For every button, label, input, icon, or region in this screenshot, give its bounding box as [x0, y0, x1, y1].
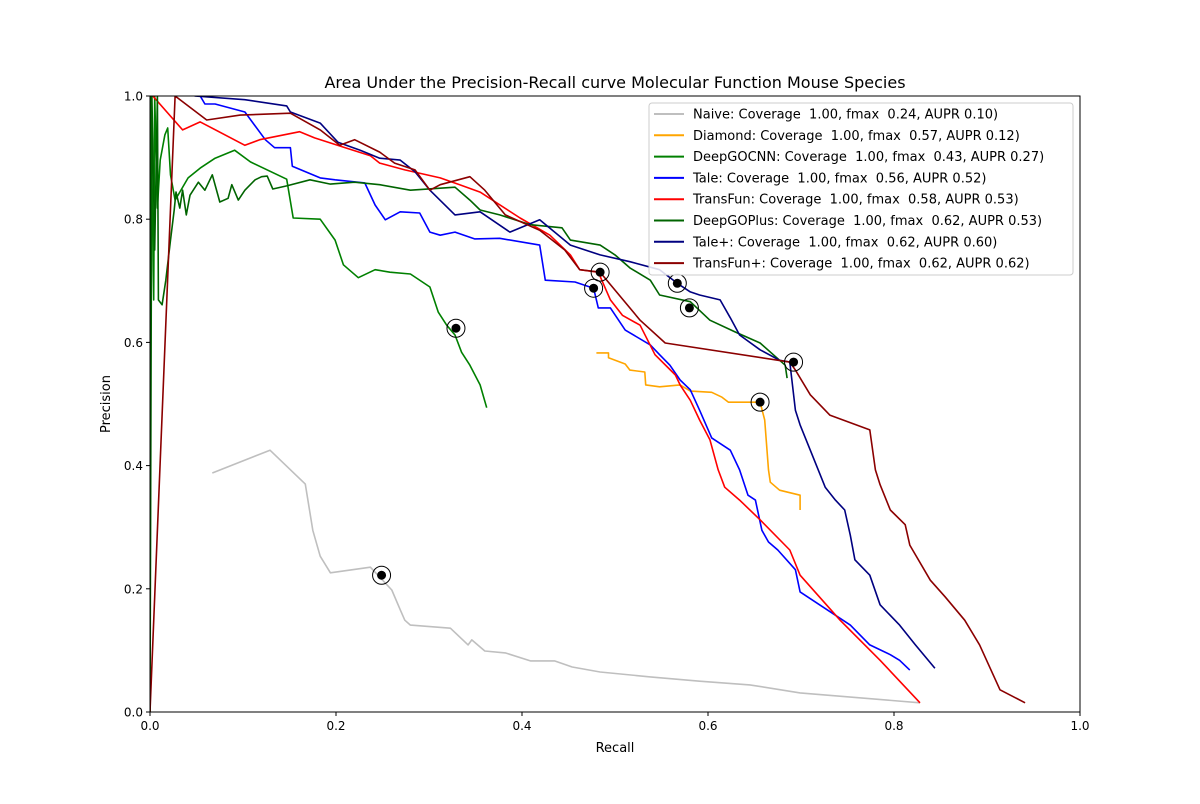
fmax-marker-2: [451, 323, 461, 333]
fmax-marker-ring-4: [590, 262, 610, 282]
fmax-marker-4: [595, 267, 605, 277]
axes-frame: [149, 95, 1081, 713]
fmax-marker-ring-2: [446, 318, 466, 338]
fmax-marker-ring-1: [750, 392, 770, 412]
legend-label-0: Naive: Coverage 1.00, fmax 0.24, AUPR 0.…: [693, 108, 998, 123]
y-tick-label: 1.0: [124, 90, 143, 104]
fmax-marker-5: [684, 303, 694, 313]
series-line-7: [150, 96, 1026, 712]
x-tick-label: 0.4: [512, 719, 531, 733]
x-tick-label: 0.6: [698, 719, 717, 733]
legend: Naive: Coverage 1.00, fmax 0.24, AUPR 0.…: [648, 102, 1074, 276]
legend-label-5: DeepGOPlus: Coverage 1.00, fmax 0.62, AU…: [693, 214, 1042, 229]
legend-label-6: Tale+: Coverage 1.00, fmax 0.62, AUPR 0.…: [692, 235, 997, 250]
series-line-3: [199, 96, 911, 671]
x-tick-label: 0.2: [326, 719, 345, 733]
plot-area: [150, 96, 1026, 712]
y-axis-label: Precision: [99, 375, 114, 433]
series-line-6: [194, 96, 936, 669]
legend-label-4: TransFun: Coverage 1.00, fmax 0.58, AUPR…: [692, 193, 1019, 208]
y-tick-label: 0.0: [124, 706, 143, 720]
legend-label-2: DeepGOCNN: Coverage 1.00, fmax 0.43, AUP…: [693, 150, 1044, 165]
series-line-0: [212, 449, 921, 704]
y-tick-label: 0.2: [124, 582, 143, 596]
x-axis-label: Recall: [596, 741, 635, 756]
x-tick-label: 0.8: [884, 719, 903, 733]
fmax-marker-1: [755, 397, 765, 407]
axis-ticks: 0.0 0.2 0.4 0.6 0.8 1.0 0.0 0.2 0.4 0.6 0.8 1.0: [124, 90, 1090, 734]
fmax-marker-3: [589, 283, 599, 293]
y-tick-label: 0.4: [124, 459, 143, 473]
fmax-marker-ring-5: [679, 298, 699, 318]
legend-label-3: Tale: Coverage 1.00, fmax 0.56, AUPR 0.5…: [692, 171, 986, 186]
fmax-marker-ring-0: [372, 565, 392, 585]
x-tick-label: 0.0: [140, 719, 159, 733]
fmax-marker-ring-7: [784, 352, 804, 372]
series-line-1: [596, 352, 801, 510]
y-tick-label: 0.6: [124, 336, 143, 350]
series-line-5: [150, 96, 788, 712]
fmax-marker-6: [672, 278, 682, 288]
series-line-2: [150, 96, 488, 712]
fmax-marker-ring-3: [584, 278, 604, 298]
legend-label-1: Diamond: Coverage 1.00, fmax 0.57, AUPR …: [693, 129, 1020, 144]
legend-box: [648, 102, 1074, 276]
fmax-marker-7: [789, 357, 799, 367]
chart-title: Area Under the Precision-Recall curve Mo…: [324, 73, 905, 92]
y-tick-label: 0.8: [124, 213, 143, 227]
fmax-marker-0: [377, 570, 387, 580]
legend-label-7: TransFun+: Coverage 1.00, fmax 0.62, AUP…: [692, 257, 1030, 272]
x-tick-label: 1.0: [1070, 719, 1089, 733]
